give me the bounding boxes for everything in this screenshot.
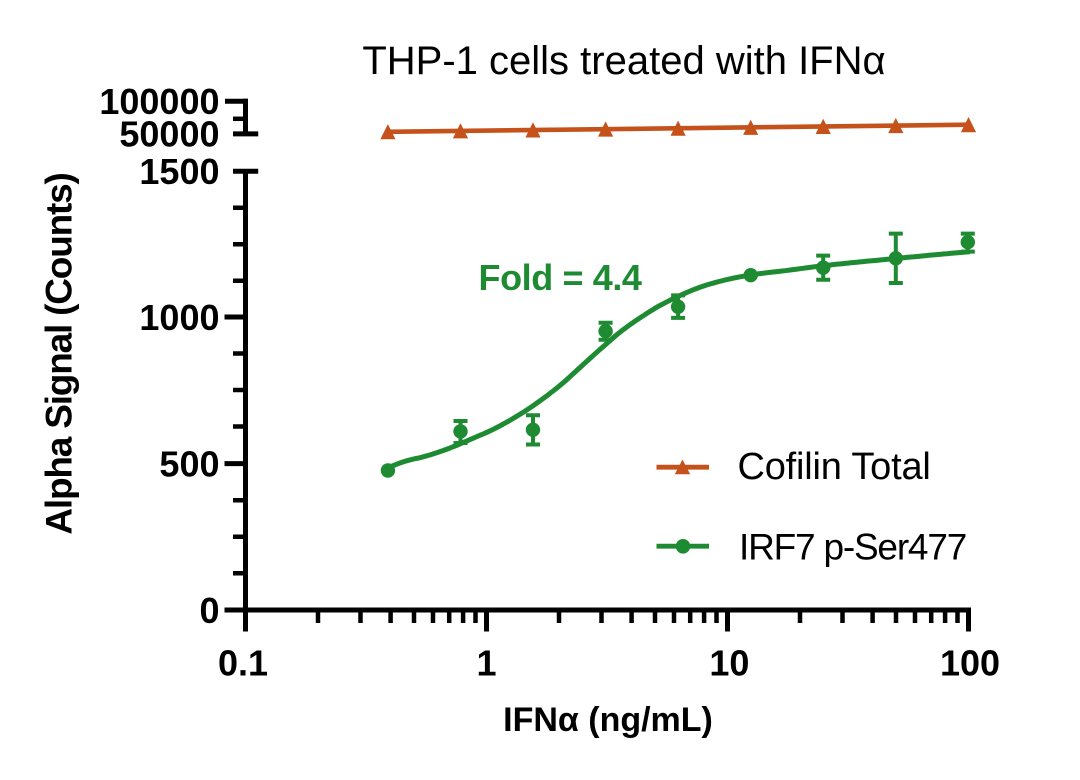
svg-text:50000: 50000 xyxy=(119,114,219,155)
svg-text:Alpha Signal (Counts): Alpha Signal (Counts) xyxy=(39,173,80,534)
svg-text:1500: 1500 xyxy=(139,151,219,192)
svg-text:10: 10 xyxy=(709,643,749,684)
svg-text:IFNα (ng/mL): IFNα (ng/mL) xyxy=(503,701,713,739)
svg-text:0: 0 xyxy=(199,590,219,631)
svg-text:100000: 100000 xyxy=(99,81,219,122)
svg-text:500: 500 xyxy=(159,444,219,485)
svg-text:THP-1 cells treated with IFNα: THP-1 cells treated with IFNα xyxy=(362,39,885,83)
svg-text:1: 1 xyxy=(476,643,496,684)
svg-text:Fold = 4.4: Fold = 4.4 xyxy=(479,257,642,298)
svg-text:1000: 1000 xyxy=(139,297,219,338)
svg-text:IRF7 p-Ser477: IRF7 p-Ser477 xyxy=(739,527,966,568)
svg-text:Cofilin Total: Cofilin Total xyxy=(738,446,931,488)
svg-text:100: 100 xyxy=(940,643,1000,684)
svg-text:0.1: 0.1 xyxy=(218,643,268,684)
